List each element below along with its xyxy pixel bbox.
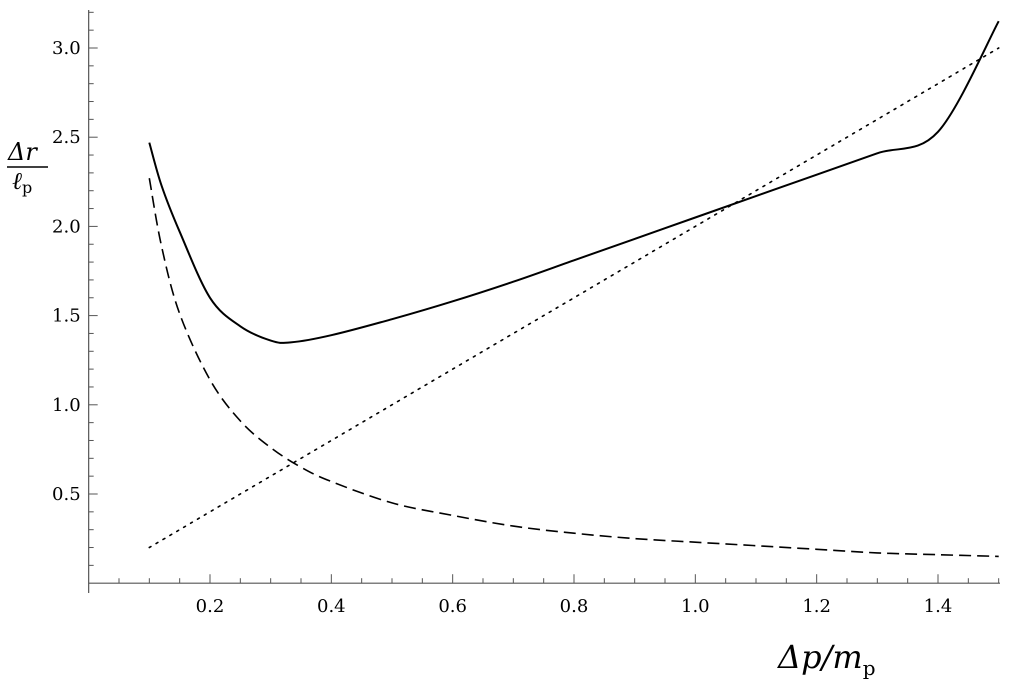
x-axis-label: Δp/mp bbox=[776, 638, 876, 680]
y-tick-label: 1.0 bbox=[52, 395, 81, 416]
series-line-dotted bbox=[148, 47, 1000, 549]
y-axis-label-numerator: Δr bbox=[7, 138, 38, 166]
series-line-dashed bbox=[148, 178, 999, 558]
y-tick-label: 2.0 bbox=[52, 216, 81, 237]
x-tick-label: 1.0 bbox=[681, 596, 710, 617]
x-tick-label: 1.2 bbox=[802, 596, 831, 617]
x-tick-label: 0.6 bbox=[438, 596, 467, 617]
y-tick-label: 2.5 bbox=[52, 127, 81, 148]
x-tick-label: 1.4 bbox=[924, 596, 953, 617]
x-ticks: 0.2 0.4 0.6 0.8 1.0 1.2 1.4 bbox=[118, 574, 1000, 617]
y-ticks: 0.5 1.0 1.5 2.0 2.5 3.0 bbox=[52, 11, 98, 566]
series-group bbox=[148, 20, 1000, 558]
x-tick-label: 0.2 bbox=[196, 596, 225, 617]
x-tick-label: 0.4 bbox=[317, 596, 346, 617]
x-tick-label: 0.8 bbox=[560, 596, 589, 617]
y-axis-label-denominator: ℓp bbox=[12, 167, 32, 197]
axes bbox=[88, 10, 1000, 593]
y-axis-label: Δr ℓp bbox=[7, 138, 48, 197]
y-tick-label: 3.0 bbox=[52, 38, 81, 59]
y-tick-label: 1.5 bbox=[52, 306, 81, 327]
y-tick-label: 0.5 bbox=[52, 484, 81, 505]
series-line-solid bbox=[148, 20, 1000, 344]
